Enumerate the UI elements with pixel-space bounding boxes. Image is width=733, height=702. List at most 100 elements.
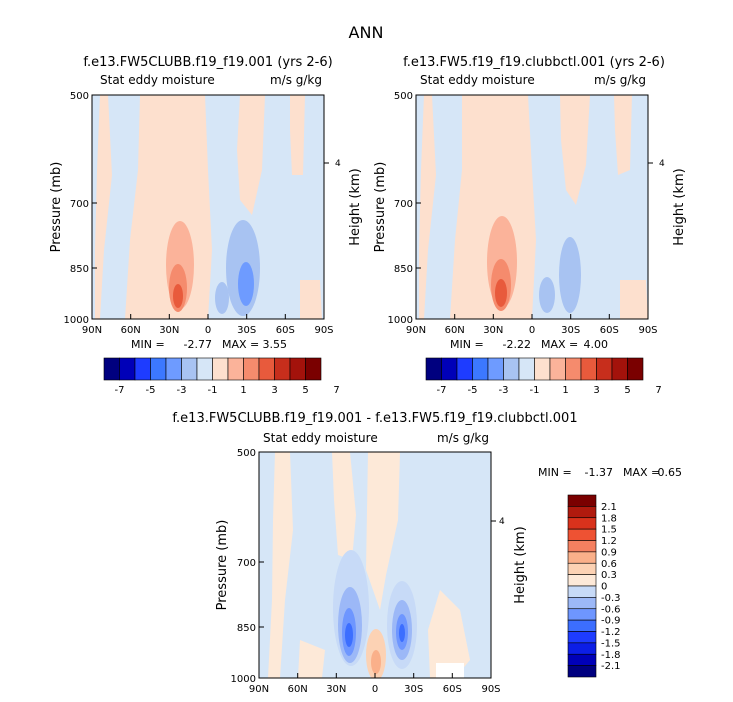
- colorbar-swatch: [567, 551, 597, 564]
- y-tick-label: 1000: [388, 315, 413, 326]
- max-value: 4.00: [584, 338, 609, 351]
- y-tick-label: 850: [394, 264, 413, 275]
- min-value: -2.77: [184, 338, 212, 351]
- y2-tick-label: 4: [659, 159, 665, 169]
- y-tick-label: 850: [237, 623, 256, 634]
- min-label: MIN =: [538, 466, 572, 479]
- y-axis-label: Pressure (mb): [49, 162, 64, 253]
- colorbar: -7 -5 -3 -1 1 3 5 7: [425, 357, 662, 396]
- colorbar-swatch: [181, 357, 198, 381]
- colorbar-label: -1: [208, 385, 218, 396]
- min-max-readout: MIN = -2.22 MAX = 4.00: [450, 338, 608, 351]
- colorbar-swatch: [212, 357, 229, 381]
- colorbar-swatch: [580, 357, 597, 381]
- y-axis-label: Pressure (mb): [215, 520, 230, 611]
- x-tick-label: 0: [205, 325, 211, 336]
- contour-field: [92, 95, 324, 319]
- x-tick-label: 90S: [481, 684, 500, 695]
- x-tick-label: 60N: [121, 325, 141, 336]
- bottom-axis: 90N 60N 30N 0 30S 60S 90S: [406, 314, 658, 336]
- min-value: -1.37: [585, 466, 613, 479]
- colorbar-label: -3: [499, 385, 509, 396]
- colorbar-label: -1: [530, 385, 540, 396]
- colorbar-swatch: [567, 597, 597, 610]
- colorbar-swatch: [503, 357, 520, 381]
- colorbar-label: 0.6: [601, 559, 617, 570]
- min-label: MIN =: [131, 338, 165, 351]
- colorbar-swatch: [425, 357, 442, 381]
- colorbar-swatch: [119, 357, 136, 381]
- y-tick-label: 500: [70, 91, 89, 102]
- right-axis: 4 Height (km): [324, 159, 363, 246]
- colorbar-swatch: [567, 665, 597, 678]
- colorbar-swatch: [305, 357, 322, 381]
- colorbar-swatch: [274, 357, 291, 381]
- colorbar-label: -7: [437, 385, 447, 396]
- x-tick-label: 30N: [326, 684, 346, 695]
- colorbar-swatch: [567, 540, 597, 553]
- colorbar-swatch: [567, 585, 597, 598]
- x-tick-label: 30N: [159, 325, 179, 336]
- colorbar-label: -1.5: [601, 638, 621, 649]
- colorbar-swatch: [567, 517, 597, 530]
- y2-axis-label: Height (km): [672, 168, 687, 245]
- x-tick-label: 0: [529, 325, 535, 336]
- right-string: m/s g/kg: [270, 73, 322, 87]
- x-tick-label: 0: [372, 684, 378, 695]
- panel-top-right: f.e13.FW5.f19_f19.clubbctl.001 (yrs 2-6)…: [373, 55, 687, 396]
- colorbar-label: -1.8: [601, 650, 621, 661]
- colorbar-label: 7: [333, 385, 339, 396]
- panel-title: f.e13.FW5CLUBB.f19_f19.001 - f.e13.FW5.f…: [172, 411, 577, 426]
- y-tick-label: 700: [70, 199, 89, 210]
- right-axis: 4 Height (km): [648, 159, 687, 246]
- bottom-axis: 90N 60N 30N 0 30S 60S 90S: [82, 314, 334, 336]
- colorbar-label: -1.2: [601, 627, 621, 638]
- colorbar-swatch: [567, 642, 597, 655]
- colorbar-label: 5: [302, 385, 308, 396]
- left-string: Stat eddy moisture: [263, 431, 378, 445]
- right-string: m/s g/kg: [594, 73, 646, 87]
- x-tick-label: 60N: [445, 325, 465, 336]
- colorbar-swatch: [456, 357, 473, 381]
- panel-bottom-difference: f.e13.FW5CLUBB.f19_f19.001 - f.e13.FW5.f…: [172, 411, 682, 695]
- panel-title: f.e13.FW5CLUBB.f19_f19.001 (yrs 2-6): [83, 55, 332, 70]
- y-tick-label: 500: [394, 91, 413, 102]
- colorbar-label: -0.6: [601, 604, 621, 615]
- colorbar-label: 2.1: [601, 502, 617, 513]
- colorbar-swatch: [567, 528, 597, 541]
- colorbar-label: 1.2: [601, 536, 617, 547]
- colorbar-swatch: [258, 357, 275, 381]
- y2-axis-label: Height (km): [348, 168, 363, 245]
- x-tick-label: 90N: [82, 325, 102, 336]
- colorbar-swatch: [165, 357, 182, 381]
- max-label: MAX =: [541, 338, 578, 351]
- colorbar-swatch: [627, 357, 644, 381]
- colorbar-label: 1: [562, 385, 568, 396]
- y-tick-label: 700: [237, 558, 256, 569]
- y-tick-label: 700: [394, 199, 413, 210]
- colorbar-swatch: [596, 357, 613, 381]
- colorbar-label: 1.5: [601, 525, 617, 536]
- colorbar-swatch: [534, 357, 551, 381]
- contour-field: [416, 95, 648, 319]
- colorbar-label: -2.1: [601, 661, 621, 672]
- colorbar-label: 0.9: [601, 547, 617, 558]
- colorbar-swatch: [549, 357, 566, 381]
- colorbar-swatch: [441, 357, 458, 381]
- colorbar-swatch: [567, 574, 597, 587]
- x-tick-label: 90N: [249, 684, 269, 695]
- figure-title: ANN: [349, 23, 384, 42]
- x-tick-label: 30S: [237, 325, 256, 336]
- colorbar-swatch: [567, 506, 597, 519]
- colorbar-label: 5: [624, 385, 630, 396]
- x-tick-label: 30S: [404, 684, 423, 695]
- min-max-readout: MIN = -2.77 MAX = 3.55: [131, 338, 287, 351]
- colorbar-swatch: [567, 494, 597, 507]
- colorbar-label: 3: [593, 385, 599, 396]
- panel-top-left: f.e13.FW5CLUBB.f19_f19.001 (yrs 2-6) Sta…: [49, 55, 363, 396]
- colorbar-swatch: [567, 631, 597, 644]
- x-tick-label: 30S: [561, 325, 580, 336]
- colorbar-label: -7: [115, 385, 125, 396]
- colorbar-label: 1: [240, 385, 246, 396]
